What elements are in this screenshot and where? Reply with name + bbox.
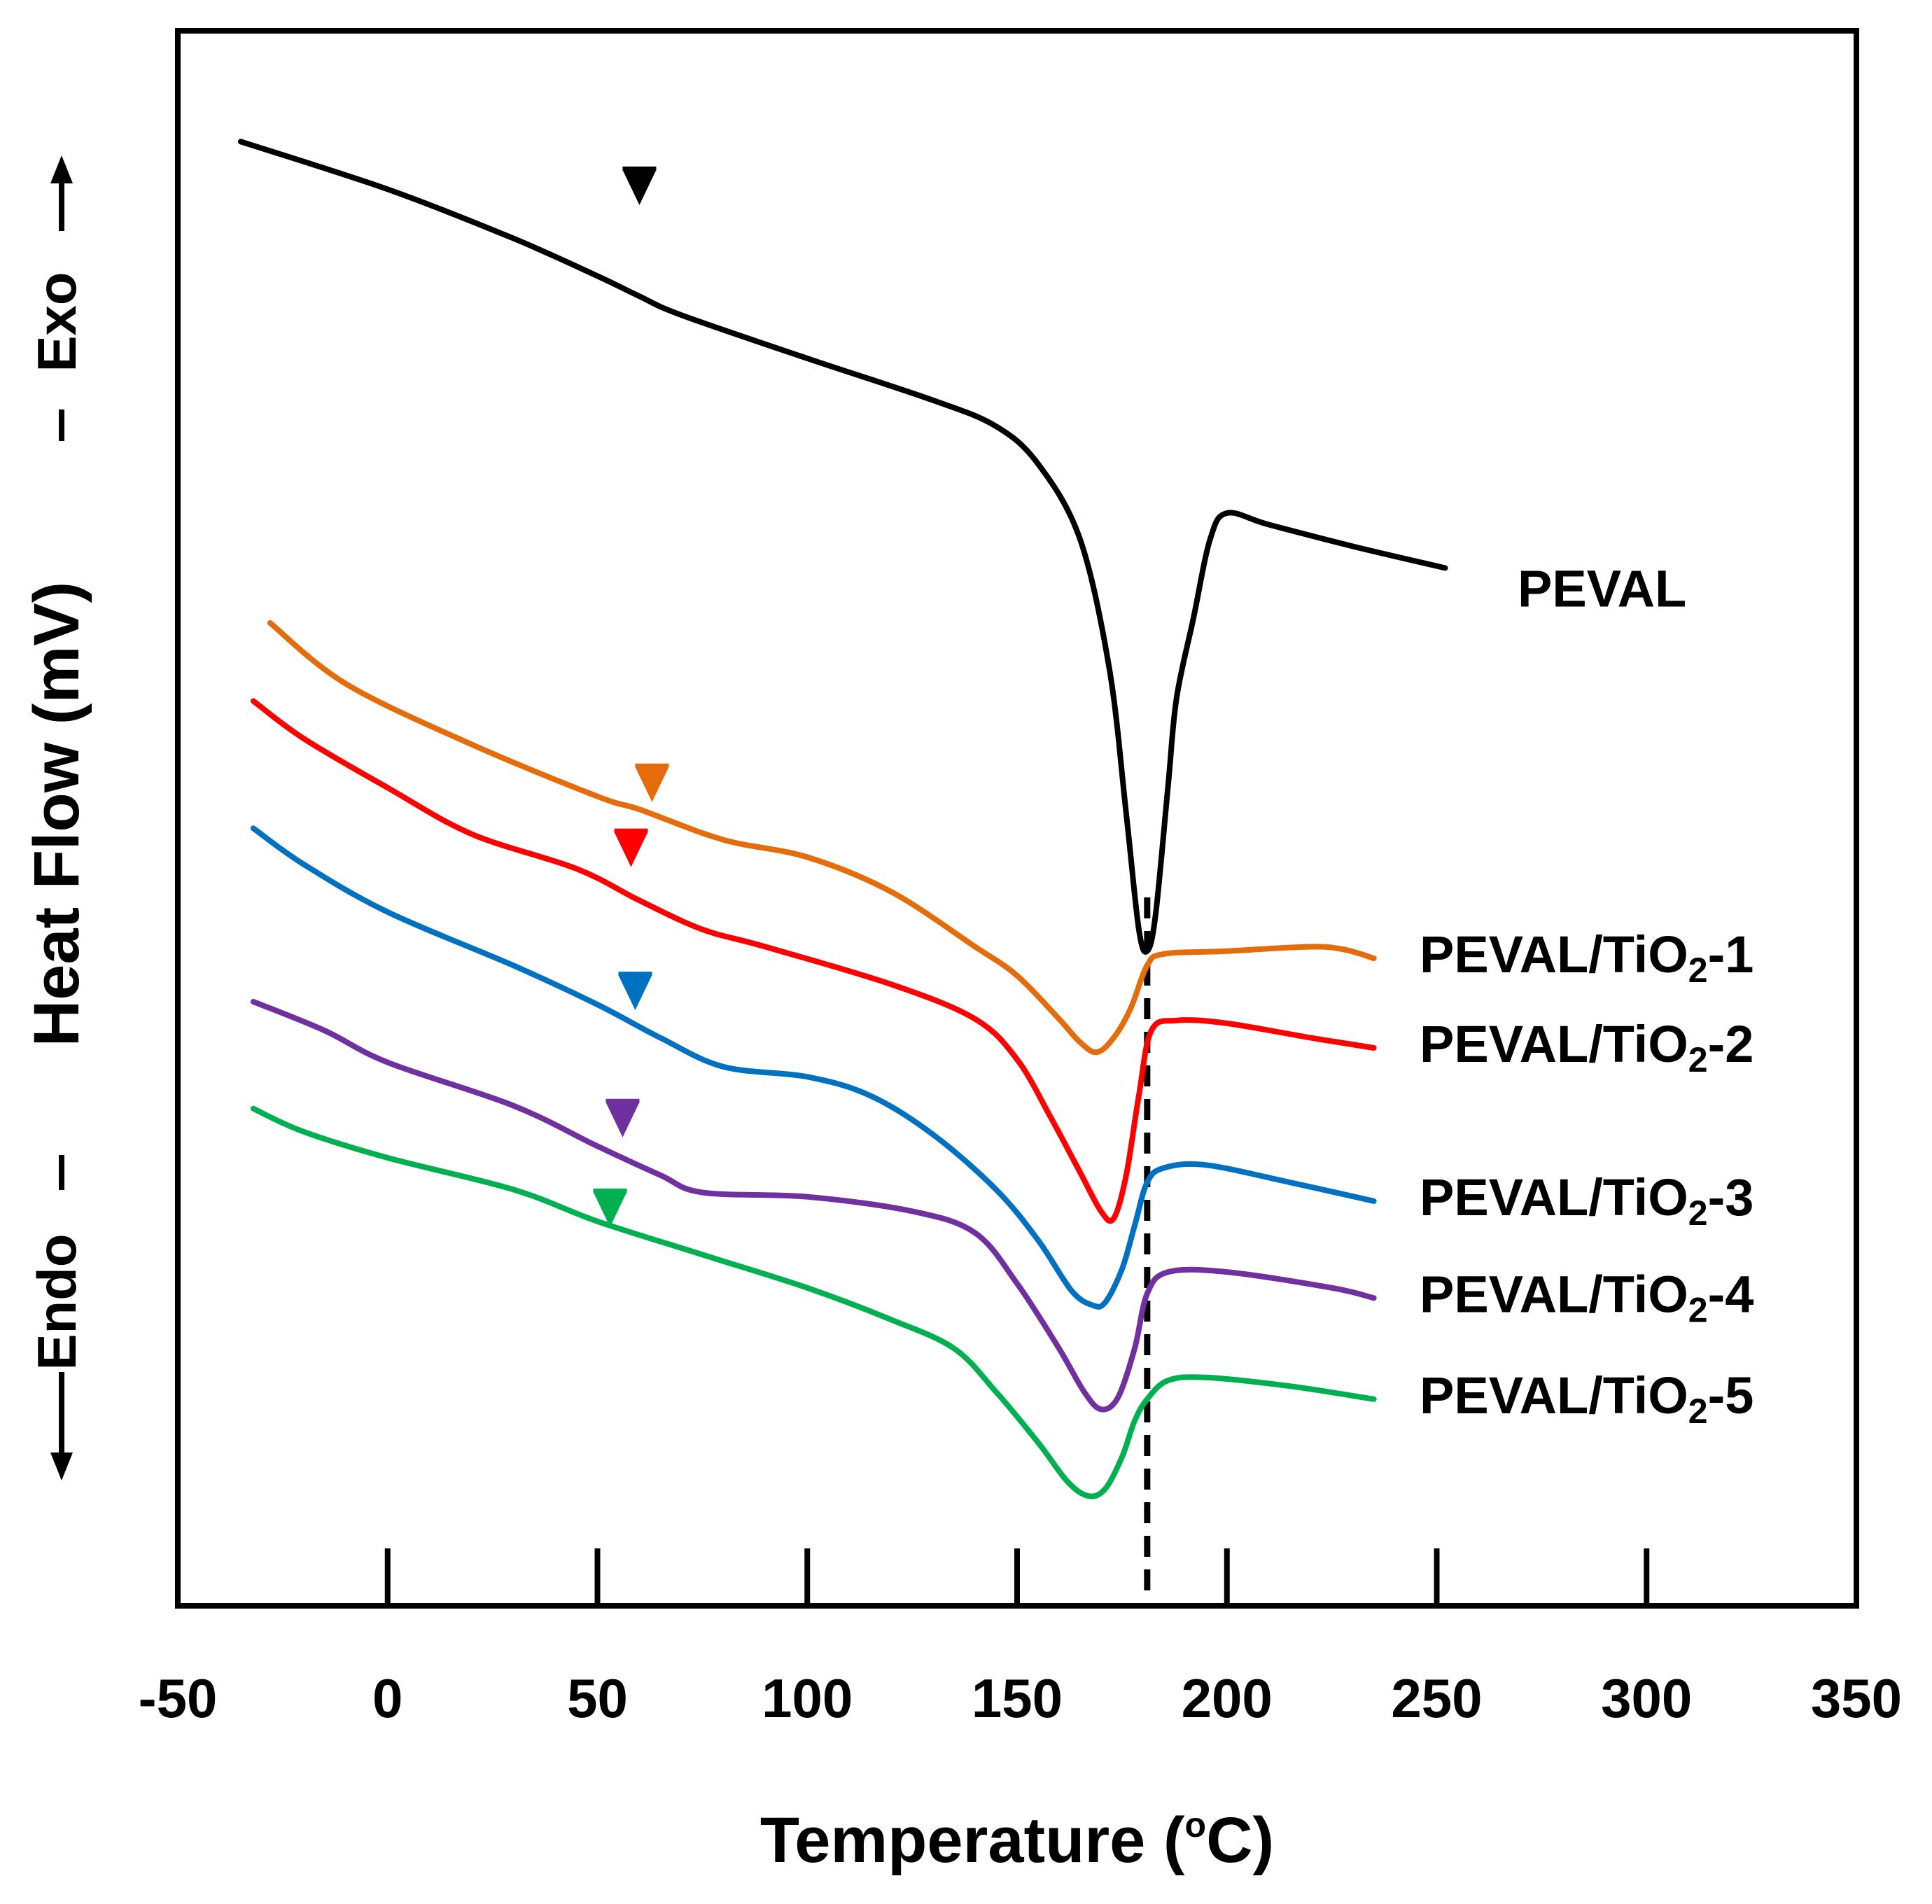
x-tick-labels: -50 0 50 100 150 200 250 300 350 (139, 1667, 1902, 1729)
series-label-peval: PEVAL (1518, 559, 1686, 617)
x-tick-label--50: -50 (139, 1667, 218, 1729)
y-axis-label: Heat Flow (mV) (21, 582, 92, 1046)
series-line-peval-tio2-1 (267, 620, 1377, 1056)
transition-markers (593, 166, 669, 1227)
endo-label: Endo (26, 1234, 88, 1371)
series-group (237, 139, 1448, 1499)
tg-marker-peval-tio2-4 (606, 1102, 640, 1138)
tg-marker-peval (622, 169, 657, 205)
x-tick-label-200: 200 (1182, 1667, 1273, 1729)
x-tick-label-100: 100 (762, 1667, 853, 1729)
x-tick-label-300: 300 (1601, 1667, 1692, 1729)
exo-label: Exo (26, 272, 88, 372)
tg-marker-peval-tio2-1 (635, 766, 669, 802)
series-line-peval-tio2-4 (250, 999, 1377, 1413)
endo-indicator: Endo (26, 1155, 88, 1480)
series-label-peval-tio2-2: PEVAL/TiO2-2 (1420, 1015, 1754, 1079)
endo-arrow-head (50, 1452, 73, 1480)
tg-marker-peval-tio2-2 (614, 832, 648, 867)
tg-marker-peval-tio2-3 (618, 975, 652, 1011)
x-tick-label-150: 150 (972, 1667, 1063, 1729)
series-label-peval-tio2-4: PEVAL/TiO2-4 (1420, 1265, 1754, 1329)
x-tick-label-250: 250 (1391, 1667, 1482, 1729)
x-tick-label-350: 350 (1811, 1667, 1902, 1729)
x-axis-label: Temperature (oC) (760, 1805, 1274, 1876)
x-ticks (384, 1548, 1650, 1606)
series-labels: PEVAL PEVAL/TiO2-1 PEVAL/TiO2-2 PEVAL/TiO2-… (1420, 559, 1754, 1430)
x-tick-label-50: 50 (567, 1667, 628, 1729)
series-line-peval-tio2-2 (250, 698, 1377, 1224)
series-line-peval-tio2-5 (250, 1105, 1377, 1499)
series-line-peval (237, 139, 1448, 955)
exo-indicator: Exo (26, 155, 88, 441)
x-tick-label-0: 0 (372, 1667, 402, 1729)
series-label-peval-tio2-1: PEVAL/TiO2-1 (1420, 925, 1754, 990)
series-label-peval-tio2-3: PEVAL/TiO2-3 (1420, 1168, 1754, 1233)
series-line-peval-tio2-3 (250, 825, 1377, 1310)
tg-marker-peval-tio2-5 (593, 1191, 627, 1227)
exo-arrow-head (50, 155, 73, 183)
series-label-peval-tio2-5: PEVAL/TiO2-5 (1420, 1366, 1754, 1431)
